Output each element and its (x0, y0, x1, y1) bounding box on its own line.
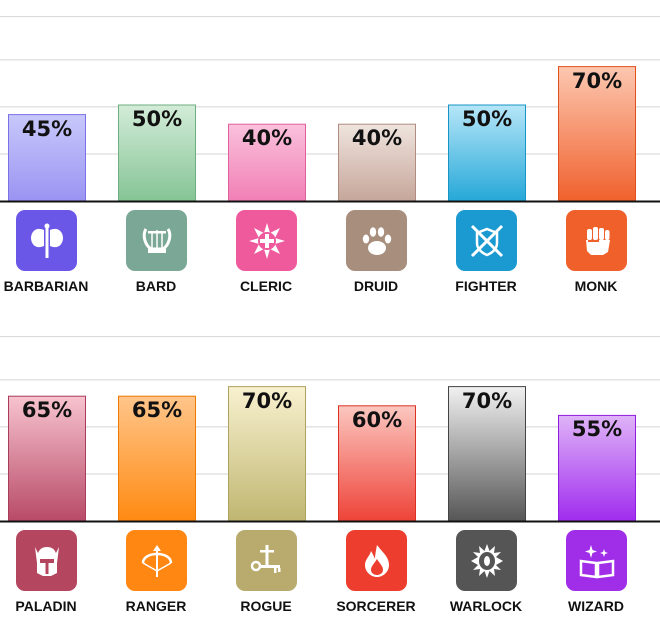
class-name-label: MONK (574, 278, 618, 294)
bar-value-label: 65% (21, 398, 73, 423)
bar-value-label: 40% (351, 126, 403, 151)
bow-arrow-icon (126, 530, 187, 591)
eye-sun-icon (456, 530, 517, 591)
bar-value-label: 55% (571, 417, 623, 442)
bar-value-label: 70% (461, 388, 513, 413)
crossed-swords-shield-icon (456, 210, 517, 271)
bar-warlock (448, 386, 526, 522)
fist-icon (566, 210, 627, 271)
class-name-label: DRUID (353, 278, 399, 294)
bar-rogue (228, 386, 306, 522)
bar-barbarian (8, 114, 86, 202)
class-name-label: BARD (135, 278, 177, 294)
class-name-label: CLERIC (239, 278, 293, 294)
bar-value-label: 60% (351, 407, 403, 432)
bar-value-label: 50% (461, 107, 513, 131)
flame-icon (346, 530, 407, 591)
class-name-label: FIGHTER (455, 278, 517, 294)
bar-value-label: 65% (131, 398, 183, 423)
holy-cross-icon (236, 210, 297, 271)
spellbook-icon (566, 530, 627, 591)
bar-value-label: 70% (571, 68, 623, 93)
double-axe-icon (16, 210, 77, 271)
class-name-label: ROGUE (240, 598, 292, 614)
class-name-label: RANGER (125, 598, 187, 614)
chart-panel-top: 45% BARBARIAN 50% BARD 40% CLERIC 40% DRUID 50% F… (0, 16, 660, 294)
bar-paladin (8, 395, 86, 522)
bar-value-label: 40% (241, 126, 293, 151)
bar-sorcerer (338, 405, 416, 522)
bar-druid (338, 123, 416, 202)
paw-icon (346, 210, 407, 271)
winged-helmet-icon (16, 530, 77, 591)
lyre-icon (126, 210, 187, 271)
chart-panel-bottom: 65% PALADIN 65% RANGER 70% ROGUE 60% SORCERER 70… (0, 320, 660, 640)
class-name-label: BARBARIAN (3, 278, 89, 294)
chart-svg (0, 16, 660, 203)
class-name-label: WARLOCK (449, 598, 523, 614)
class-name-label: PALADIN (15, 598, 77, 614)
class-name-label: SORCERER (336, 598, 416, 614)
bar-wizard (558, 414, 636, 522)
chart-svg (0, 336, 660, 523)
bar-monk (558, 66, 636, 202)
dagger-key-icon (236, 530, 297, 591)
bar-value-label: 50% (131, 107, 183, 131)
bar-fighter (448, 104, 526, 202)
class-name-label: WIZARD (568, 598, 624, 614)
bar-cleric (228, 123, 306, 202)
bar-value-label: 70% (241, 388, 293, 413)
bar-value-label: 45% (21, 116, 73, 141)
